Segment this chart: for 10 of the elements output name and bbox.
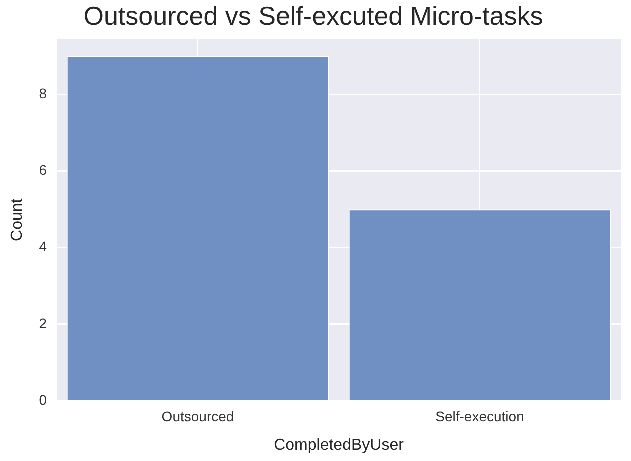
y-tick-label: 2: [39, 315, 48, 332]
y-axis-title: Count: [9, 198, 26, 242]
x-axis-title: CompletedByUser: [274, 436, 405, 454]
y-tick-label: 8: [39, 86, 48, 102]
y-tick-label: 0: [39, 392, 48, 408]
chart-title: Outsourced vs Self-excuted Micro-tasks: [84, 0, 544, 31]
y-tick-label: 4: [39, 238, 48, 255]
y-tick-label: 6: [39, 162, 48, 178]
x-tick-label: Self-execution: [436, 408, 524, 424]
x-tick-label: Outsourced: [162, 408, 234, 424]
